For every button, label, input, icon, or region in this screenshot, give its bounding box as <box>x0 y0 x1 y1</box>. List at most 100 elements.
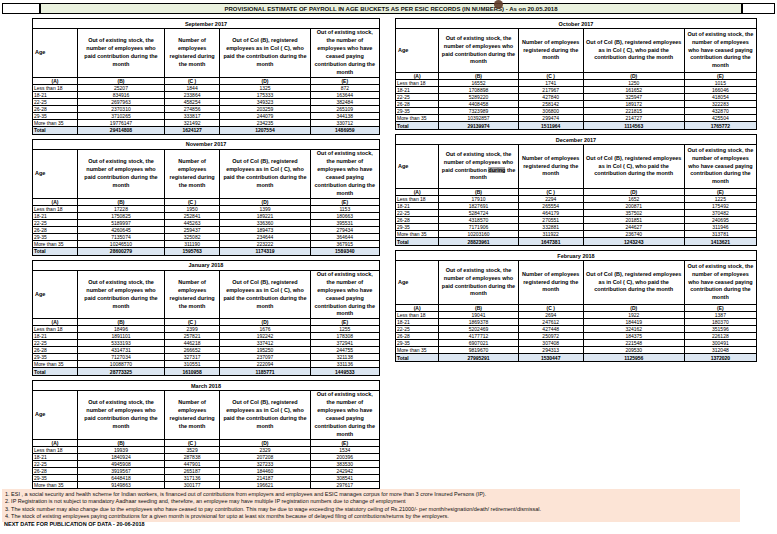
total-label: Total <box>33 126 78 134</box>
age-bucket-label: 18-21 <box>33 91 78 98</box>
value-cell: 445263 <box>164 219 220 226</box>
value-cell: 10088770 <box>78 361 165 368</box>
column-letter: (B) <box>78 319 165 326</box>
value-cell: 1750825 <box>78 212 165 219</box>
value-cell: 244079 <box>220 112 310 119</box>
value-cell: 327233 <box>220 461 310 468</box>
column-header: Number of employees registered during th… <box>164 270 220 319</box>
value-cell: 395531 <box>310 219 379 226</box>
column-letter: (A) <box>33 440 78 447</box>
age-bucket-label: Less than 18 <box>33 84 78 91</box>
age-bucket-label: 22-25 <box>33 340 78 347</box>
value-cell: 259437 <box>164 226 220 233</box>
total-label: Total <box>396 238 439 246</box>
table-row: Less than 1817910229416521225 <box>396 196 757 203</box>
total-value-cell: 29139974 <box>439 122 518 130</box>
month-table-january-2018: January 2018AgeOut of existing stock, th… <box>32 260 380 377</box>
value-cell: 163644 <box>310 91 379 98</box>
column-letter: (E) <box>310 319 379 326</box>
age-bucket-label: 22-25 <box>33 219 78 226</box>
age-bucket-label: Less than 18 <box>33 447 78 454</box>
age-bucket-label: More than 35 <box>33 240 78 247</box>
value-cell: 4318570 <box>439 217 518 224</box>
total-row: Total28600279159576311743191589340 <box>33 247 380 255</box>
value-cell: 313781 <box>684 231 756 238</box>
value-cell: 1741 <box>518 80 583 87</box>
month-title: October 2017 <box>396 19 757 29</box>
column-header: Number of employees registered during th… <box>518 145 583 189</box>
value-cell: 1250 <box>583 80 684 87</box>
table-row: 22-252697963458254349323382484 <box>33 98 380 105</box>
table-row: 22-255284724464179357502370482 <box>396 210 757 217</box>
age-bucket-label: More than 35 <box>396 231 439 238</box>
value-cell: 372941 <box>310 340 379 347</box>
value-cell: 240695 <box>684 217 756 224</box>
column-header: Out of existing stock, the number of emp… <box>439 145 518 189</box>
month-table-december-2017: December 2017AgeOut of existing stock, t… <box>395 134 757 246</box>
value-cell: 184419 <box>583 319 684 326</box>
age-bucket-label: 22-25 <box>396 326 439 333</box>
value-cell: 223222 <box>220 240 310 247</box>
age-bucket-label: 18-21 <box>33 333 78 340</box>
age-column-header: Age <box>33 29 78 78</box>
table-row: 22-255189997445263336360395531 <box>33 219 380 226</box>
value-cell: 427840 <box>518 94 583 101</box>
value-cell: 324162 <box>583 326 684 333</box>
value-cell: 287838 <box>164 454 220 461</box>
column-header: Out of Col (B), registered employees as … <box>220 270 310 319</box>
age-bucket-label: 18-21 <box>396 203 439 210</box>
value-cell: 244755 <box>310 347 379 354</box>
selected-text: during <box>488 167 505 173</box>
value-cell: 425504 <box>684 115 756 122</box>
table-row: More than 3510246510311190223222367915 <box>33 240 380 247</box>
column-header: Number of employees registered during th… <box>164 29 220 78</box>
table-row: 22-255333193446218337412372941 <box>33 340 380 347</box>
tables-column-left: September 2017AgeOut of existing stock, … <box>32 18 380 501</box>
value-cell: 308541 <box>310 475 379 482</box>
value-cell: 5333193 <box>78 340 165 347</box>
table-row: Less than 1817228195013991153 <box>33 205 380 212</box>
value-cell: 184375 <box>583 333 684 340</box>
value-cell: 311922 <box>518 231 583 238</box>
age-bucket-label: Less than 18 <box>33 205 78 212</box>
value-cell: 432870 <box>684 108 756 115</box>
value-cell: 294313 <box>518 347 583 354</box>
value-cell: 1015 <box>684 80 756 87</box>
value-cell: 207208 <box>220 454 310 461</box>
value-cell: 300177 <box>164 482 220 489</box>
value-cell: 279434 <box>310 226 379 233</box>
table-row: 29-357323989306800221815432870 <box>396 108 757 115</box>
value-cell: 221815 <box>583 108 684 115</box>
footnote: 3. The stock number may also change due … <box>5 506 740 513</box>
column-header: Number of employees registered during th… <box>518 29 583 73</box>
age-bucket-label: 29-35 <box>33 354 78 361</box>
column-letter: (B) <box>439 73 518 80</box>
table-row: More than 3510392857299474214727425504 <box>396 115 757 122</box>
total-value-cell: 1413621 <box>684 238 756 246</box>
age-bucket-label: Less than 18 <box>396 80 439 87</box>
value-cell: 317136 <box>164 475 220 482</box>
value-cell: 203259 <box>220 105 310 112</box>
total-value-cell: 1610958 <box>164 368 220 376</box>
table-row: 26-284177712250972184375226128 <box>396 333 757 340</box>
value-cell: 327317 <box>164 354 220 361</box>
column-header: Out of existing stock, the number of emp… <box>439 261 518 305</box>
month-title: March 2018 <box>33 381 380 391</box>
column-letter: (A) <box>396 305 439 312</box>
brown-dot-icon <box>494 0 503 9</box>
value-cell: 180370 <box>684 319 756 326</box>
column-letter: (A) <box>396 73 439 80</box>
value-cell: 3710265 <box>78 112 165 119</box>
month-table-october-2017: October 2017AgeOut of existing stock, th… <box>395 18 757 130</box>
table-row: More than 359149863300177196621297617 <box>33 482 380 489</box>
month-table-february-2018: February 2018AgeOut of existing stock, t… <box>395 250 757 362</box>
value-cell: 357502 <box>583 210 684 217</box>
column-letter: (E) <box>310 198 379 205</box>
value-cell: 1922 <box>583 312 684 319</box>
value-cell: 7171906 <box>439 224 518 231</box>
column-letter: (E) <box>684 189 756 196</box>
value-cell: 196621 <box>220 482 310 489</box>
age-bucket-label: 29-35 <box>33 233 78 240</box>
value-cell: 1399 <box>220 205 310 212</box>
table-row: 26-284314731266652195250244755 <box>33 347 380 354</box>
